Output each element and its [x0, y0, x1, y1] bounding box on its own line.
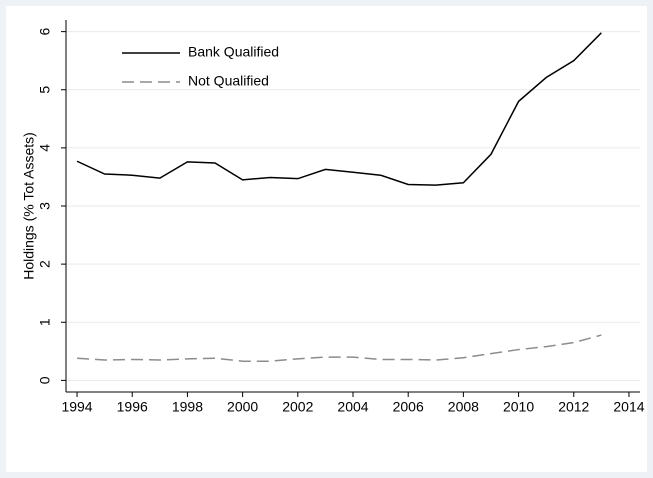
y-tick-label: 1 [37, 318, 53, 326]
y-axis-label: Holdings (% Tot Assets) [21, 132, 37, 280]
x-tick-label: 2008 [448, 399, 479, 415]
series-line [76, 32, 602, 186]
y-tick-label: 2 [37, 260, 53, 268]
x-tick-label: 2012 [558, 399, 589, 415]
y-tick-label: 4 [37, 144, 53, 152]
y-tick-label: 3 [37, 202, 53, 210]
y-tick-label: 6 [37, 28, 53, 36]
x-tick-label: 1996 [117, 399, 148, 415]
legend-label: Not Qualified [188, 73, 269, 89]
x-tick-label: 2014 [613, 399, 644, 415]
x-tick-label: 2010 [503, 399, 534, 415]
x-tick-label: 1998 [172, 399, 203, 415]
y-tick-label: 5 [37, 86, 53, 94]
x-tick-label: 2002 [282, 399, 313, 415]
x-tick-label: 2004 [337, 399, 368, 415]
y-tick-label: 0 [37, 376, 53, 384]
series-line [76, 334, 602, 362]
x-tick-label: 2006 [393, 399, 424, 415]
legend-label: Bank Qualified [188, 44, 279, 60]
x-tick-label: 1994 [61, 399, 92, 415]
x-tick-label: 2000 [227, 399, 258, 415]
inner-background [6, 6, 647, 472]
